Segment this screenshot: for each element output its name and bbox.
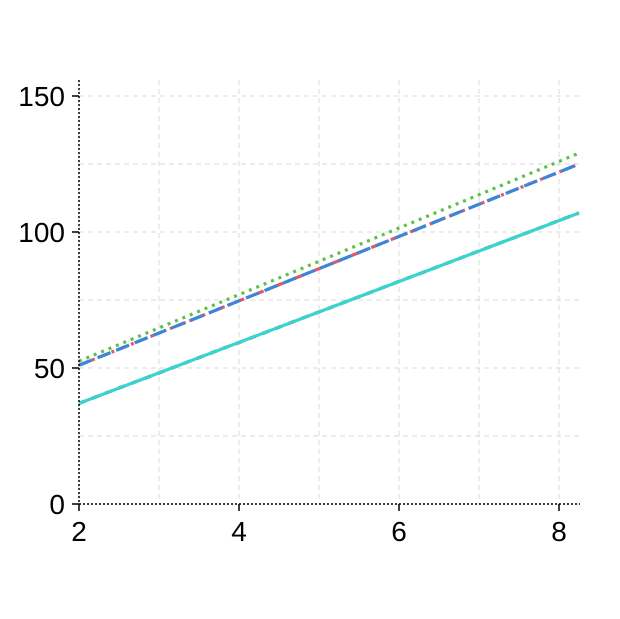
y-tick-label: 150 bbox=[18, 81, 65, 112]
series-line-3 bbox=[78, 162, 580, 367]
tick-labels: 2 4 6 8 0 50 100 150 bbox=[18, 81, 567, 547]
series-line-5 bbox=[78, 211, 580, 405]
grid bbox=[78, 80, 580, 505]
x-tick-label: 2 bbox=[71, 516, 87, 547]
series-group bbox=[78, 151, 580, 405]
axes bbox=[72, 80, 580, 511]
y-tick-label: 0 bbox=[49, 489, 65, 520]
y-tick-label: 100 bbox=[18, 217, 65, 248]
series-line-1 bbox=[78, 151, 580, 363]
y-tick-label: 50 bbox=[34, 353, 65, 384]
x-tick-label: 8 bbox=[551, 516, 567, 547]
x-tick-label: 4 bbox=[231, 516, 247, 547]
x-tick-label: 6 bbox=[391, 516, 407, 547]
